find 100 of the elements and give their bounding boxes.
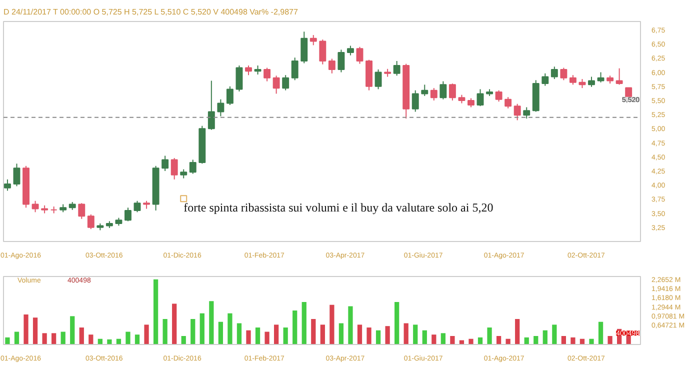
candlestick (282, 74, 290, 91)
candlestick (393, 60, 400, 76)
bar (292, 310, 298, 344)
bar (264, 332, 270, 344)
candlestick (504, 96, 512, 109)
candlestick (32, 200, 39, 213)
bar (302, 302, 306, 344)
bar (330, 304, 334, 344)
bar (126, 332, 130, 344)
bar (24, 314, 28, 344)
candlestick (78, 202, 86, 220)
bar (561, 336, 566, 344)
bar (534, 336, 538, 344)
annotation: forte spinta ribassista sui volumi e il buy da valutare solo ai 5,20 (184, 200, 494, 215)
candlestick (430, 88, 438, 101)
bar (60, 332, 66, 344)
candlestick (542, 72, 549, 86)
candlestick (338, 49, 345, 73)
bar (79, 328, 84, 344)
bar (432, 334, 436, 344)
bar (450, 336, 455, 344)
bar (570, 337, 576, 344)
bar (52, 333, 56, 344)
bar (376, 330, 381, 344)
bar (88, 334, 94, 344)
candlestick (578, 78, 586, 89)
bar (366, 328, 372, 344)
candlestick (412, 90, 419, 112)
candlestick (134, 200, 141, 213)
candlestick (217, 98, 224, 117)
candlestick (13, 163, 20, 187)
candlestick (328, 58, 336, 74)
candlestick (208, 80, 215, 130)
bar (440, 333, 446, 344)
bar (228, 313, 232, 344)
candlestick (4, 178, 11, 192)
bar (200, 313, 204, 344)
candlestick (597, 72, 604, 83)
candlestick (245, 65, 252, 76)
candlestick (356, 46, 364, 64)
candlestick (476, 88, 484, 107)
bar (107, 339, 112, 344)
candlestick (236, 65, 243, 92)
bar (255, 328, 260, 344)
candlestick (523, 106, 530, 120)
candlestick (189, 159, 196, 174)
bar (236, 323, 242, 344)
bar (153, 279, 158, 344)
bar (144, 324, 149, 344)
bar (209, 301, 214, 344)
bar (598, 322, 604, 344)
bar (246, 330, 251, 344)
bar (542, 330, 548, 344)
candlestick (374, 68, 382, 90)
candlestick (495, 90, 502, 102)
candlestick (254, 65, 262, 76)
candlestick (550, 66, 558, 80)
bar (468, 338, 474, 344)
bar (274, 324, 279, 344)
bar (181, 336, 186, 344)
candlestick (588, 76, 595, 88)
bar (5, 337, 10, 344)
candlestick (319, 39, 326, 65)
text: D 24/11/2017 T 00:00:00 O 5,725 H 5,725 L 5,510 C 5,520 V 400498 Var% -2,9877 (4, 8, 298, 16)
bar (487, 328, 492, 344)
candlestick (87, 214, 94, 230)
candlestick (448, 83, 456, 101)
candlestick (272, 75, 280, 94)
bar (552, 324, 557, 344)
candlestick (616, 68, 623, 86)
bar (496, 336, 502, 344)
bar (283, 328, 288, 344)
candlestick (468, 98, 474, 108)
bar (311, 319, 316, 344)
bar (218, 322, 224, 344)
bar (14, 332, 20, 344)
candlestick (300, 31, 308, 64)
candlestick (291, 57, 298, 81)
candlestick (560, 67, 568, 81)
candlestick (264, 67, 271, 82)
bar (134, 334, 140, 344)
bar (190, 319, 196, 344)
bar (338, 323, 344, 344)
candlestick (346, 45, 354, 56)
bar (385, 326, 390, 344)
bar (608, 336, 612, 344)
bar (413, 324, 418, 344)
bar (42, 333, 47, 344)
bar (32, 318, 38, 344)
candlestick (569, 74, 576, 86)
bar (357, 324, 362, 344)
candlestick (514, 103, 521, 121)
bar (348, 306, 353, 344)
bar (70, 316, 75, 344)
candlestick (170, 158, 178, 180)
candlestick (421, 84, 428, 96)
bar (172, 304, 177, 344)
bar (422, 330, 427, 344)
bar (162, 319, 168, 344)
candlestick (162, 155, 169, 172)
